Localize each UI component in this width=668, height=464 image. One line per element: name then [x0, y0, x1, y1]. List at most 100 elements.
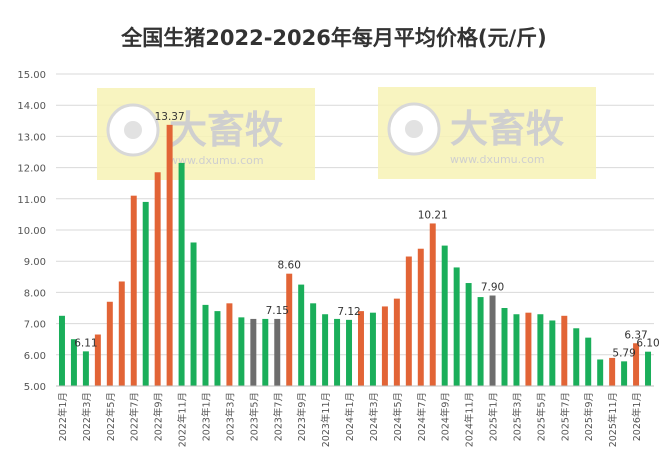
bar: [82, 351, 89, 386]
bar: [381, 306, 388, 386]
x-tick-label: 2022年11月: [177, 392, 189, 447]
bar: [513, 314, 520, 386]
bar: [70, 339, 77, 386]
x-tick-label: 2024年9月: [440, 392, 452, 441]
y-tick-label: 14.00: [17, 101, 46, 112]
bar: [549, 320, 556, 386]
x-tick-label: 2025年3月: [511, 392, 523, 441]
bar: [346, 319, 353, 386]
bar: [94, 334, 101, 386]
bar: [645, 351, 652, 386]
bar: [298, 284, 305, 386]
bar: [262, 318, 269, 386]
bar: [489, 295, 496, 386]
bar: [226, 303, 233, 386]
bar: [405, 256, 412, 386]
data-label: 8.60: [278, 260, 301, 272]
bar: [633, 343, 640, 386]
y-tick-label: 13.00: [17, 132, 46, 143]
bar: [621, 361, 628, 386]
bar: [429, 223, 436, 386]
x-tick-label: 2024年1月: [344, 392, 356, 441]
x-tick-label: 2023年1月: [201, 392, 213, 441]
bar: [334, 318, 341, 386]
x-tick-label: 2022年1月: [57, 392, 69, 441]
bar: [441, 245, 448, 386]
x-axis-labels: 2022年1月 2022年3月 2022年5月 2022年7月 2022年9月 2022年…: [57, 392, 643, 447]
watermark: 大畜牧 www.dxumu.com: [378, 87, 596, 179]
watermark-logo-inner-icon: [405, 120, 423, 138]
bar: [453, 267, 460, 386]
bar: [597, 359, 604, 386]
data-label: 7.90: [481, 282, 504, 294]
bar: [106, 301, 113, 386]
bar: [501, 308, 508, 386]
bar: [537, 314, 544, 386]
data-label: 10.21: [418, 209, 448, 221]
bar: [477, 297, 484, 386]
bar: [561, 315, 568, 386]
x-tick-label: 2022年7月: [129, 392, 141, 441]
y-tick-label: 7.00: [24, 320, 46, 331]
x-tick-label: 2024年5月: [392, 392, 404, 441]
watermark-url-text: www.dxumu.com: [169, 154, 264, 167]
bar: [465, 283, 472, 386]
x-tick-label: 2025年7月: [559, 392, 571, 441]
bar: [573, 328, 580, 386]
x-tick-label: 2023年3月: [224, 392, 236, 441]
bar: [166, 124, 173, 386]
data-label: 6.37: [624, 329, 647, 341]
x-tick-label: 2023年11月: [320, 392, 332, 447]
y-tick-label: 6.00: [24, 351, 46, 362]
bar: [417, 248, 424, 386]
y-tick-label: 12.00: [17, 164, 46, 175]
bar: [585, 337, 592, 386]
x-tick-label: 2023年9月: [296, 392, 308, 441]
bar: [357, 311, 364, 386]
x-tick-label: 2025年9月: [583, 392, 595, 441]
y-tick-label: 8.00: [24, 288, 46, 299]
x-tick-label: 2025年1月: [488, 392, 500, 441]
bar: [214, 311, 221, 386]
watermark-logo-inner-icon: [124, 121, 142, 139]
x-tick-label: 2024年7月: [416, 392, 428, 441]
x-tick-label: 2022年5月: [105, 392, 117, 441]
bar: [238, 317, 245, 386]
bar: [525, 312, 532, 386]
data-label: 7.12: [337, 306, 360, 318]
bar: [118, 281, 125, 386]
bar: [130, 195, 137, 386]
bar: [202, 304, 209, 386]
x-tick-label: 2022年9月: [153, 392, 165, 441]
data-label: 6.11: [74, 337, 97, 349]
bar: [322, 314, 329, 386]
bar: [274, 318, 281, 386]
data-label: 5.79: [612, 347, 635, 359]
bar: [190, 242, 197, 386]
x-tick-label: 2025年5月: [535, 392, 547, 441]
data-label: 7.15: [266, 305, 289, 317]
x-tick-label: 2026年1月: [631, 392, 643, 441]
bar: [286, 273, 293, 386]
watermark-logo-text: 大畜牧: [450, 107, 565, 151]
x-tick-label: 2023年7月: [272, 392, 284, 441]
bar: [58, 315, 65, 386]
y-tick-label: 11.00: [17, 195, 46, 206]
bar: [310, 303, 317, 386]
watermark-group: 大畜牧 www.dxumu.com 大畜牧 www.dxumu.com: [97, 87, 596, 180]
data-label: 6.10: [636, 338, 659, 350]
watermark: 大畜牧 www.dxumu.com: [97, 88, 315, 180]
bar: [250, 318, 257, 386]
bar: [154, 172, 161, 386]
watermark-logo-text: 大畜牧: [169, 108, 284, 152]
y-tick-label: 15.00: [17, 70, 46, 81]
bar: [369, 312, 376, 386]
y-tick-label: 9.00: [24, 257, 46, 268]
x-tick-label: 2022年3月: [81, 392, 93, 441]
x-tick-label: 2024年3月: [368, 392, 380, 441]
y-tick-label: 5.00: [24, 382, 46, 393]
bar: [393, 298, 400, 386]
bar: [609, 357, 616, 386]
